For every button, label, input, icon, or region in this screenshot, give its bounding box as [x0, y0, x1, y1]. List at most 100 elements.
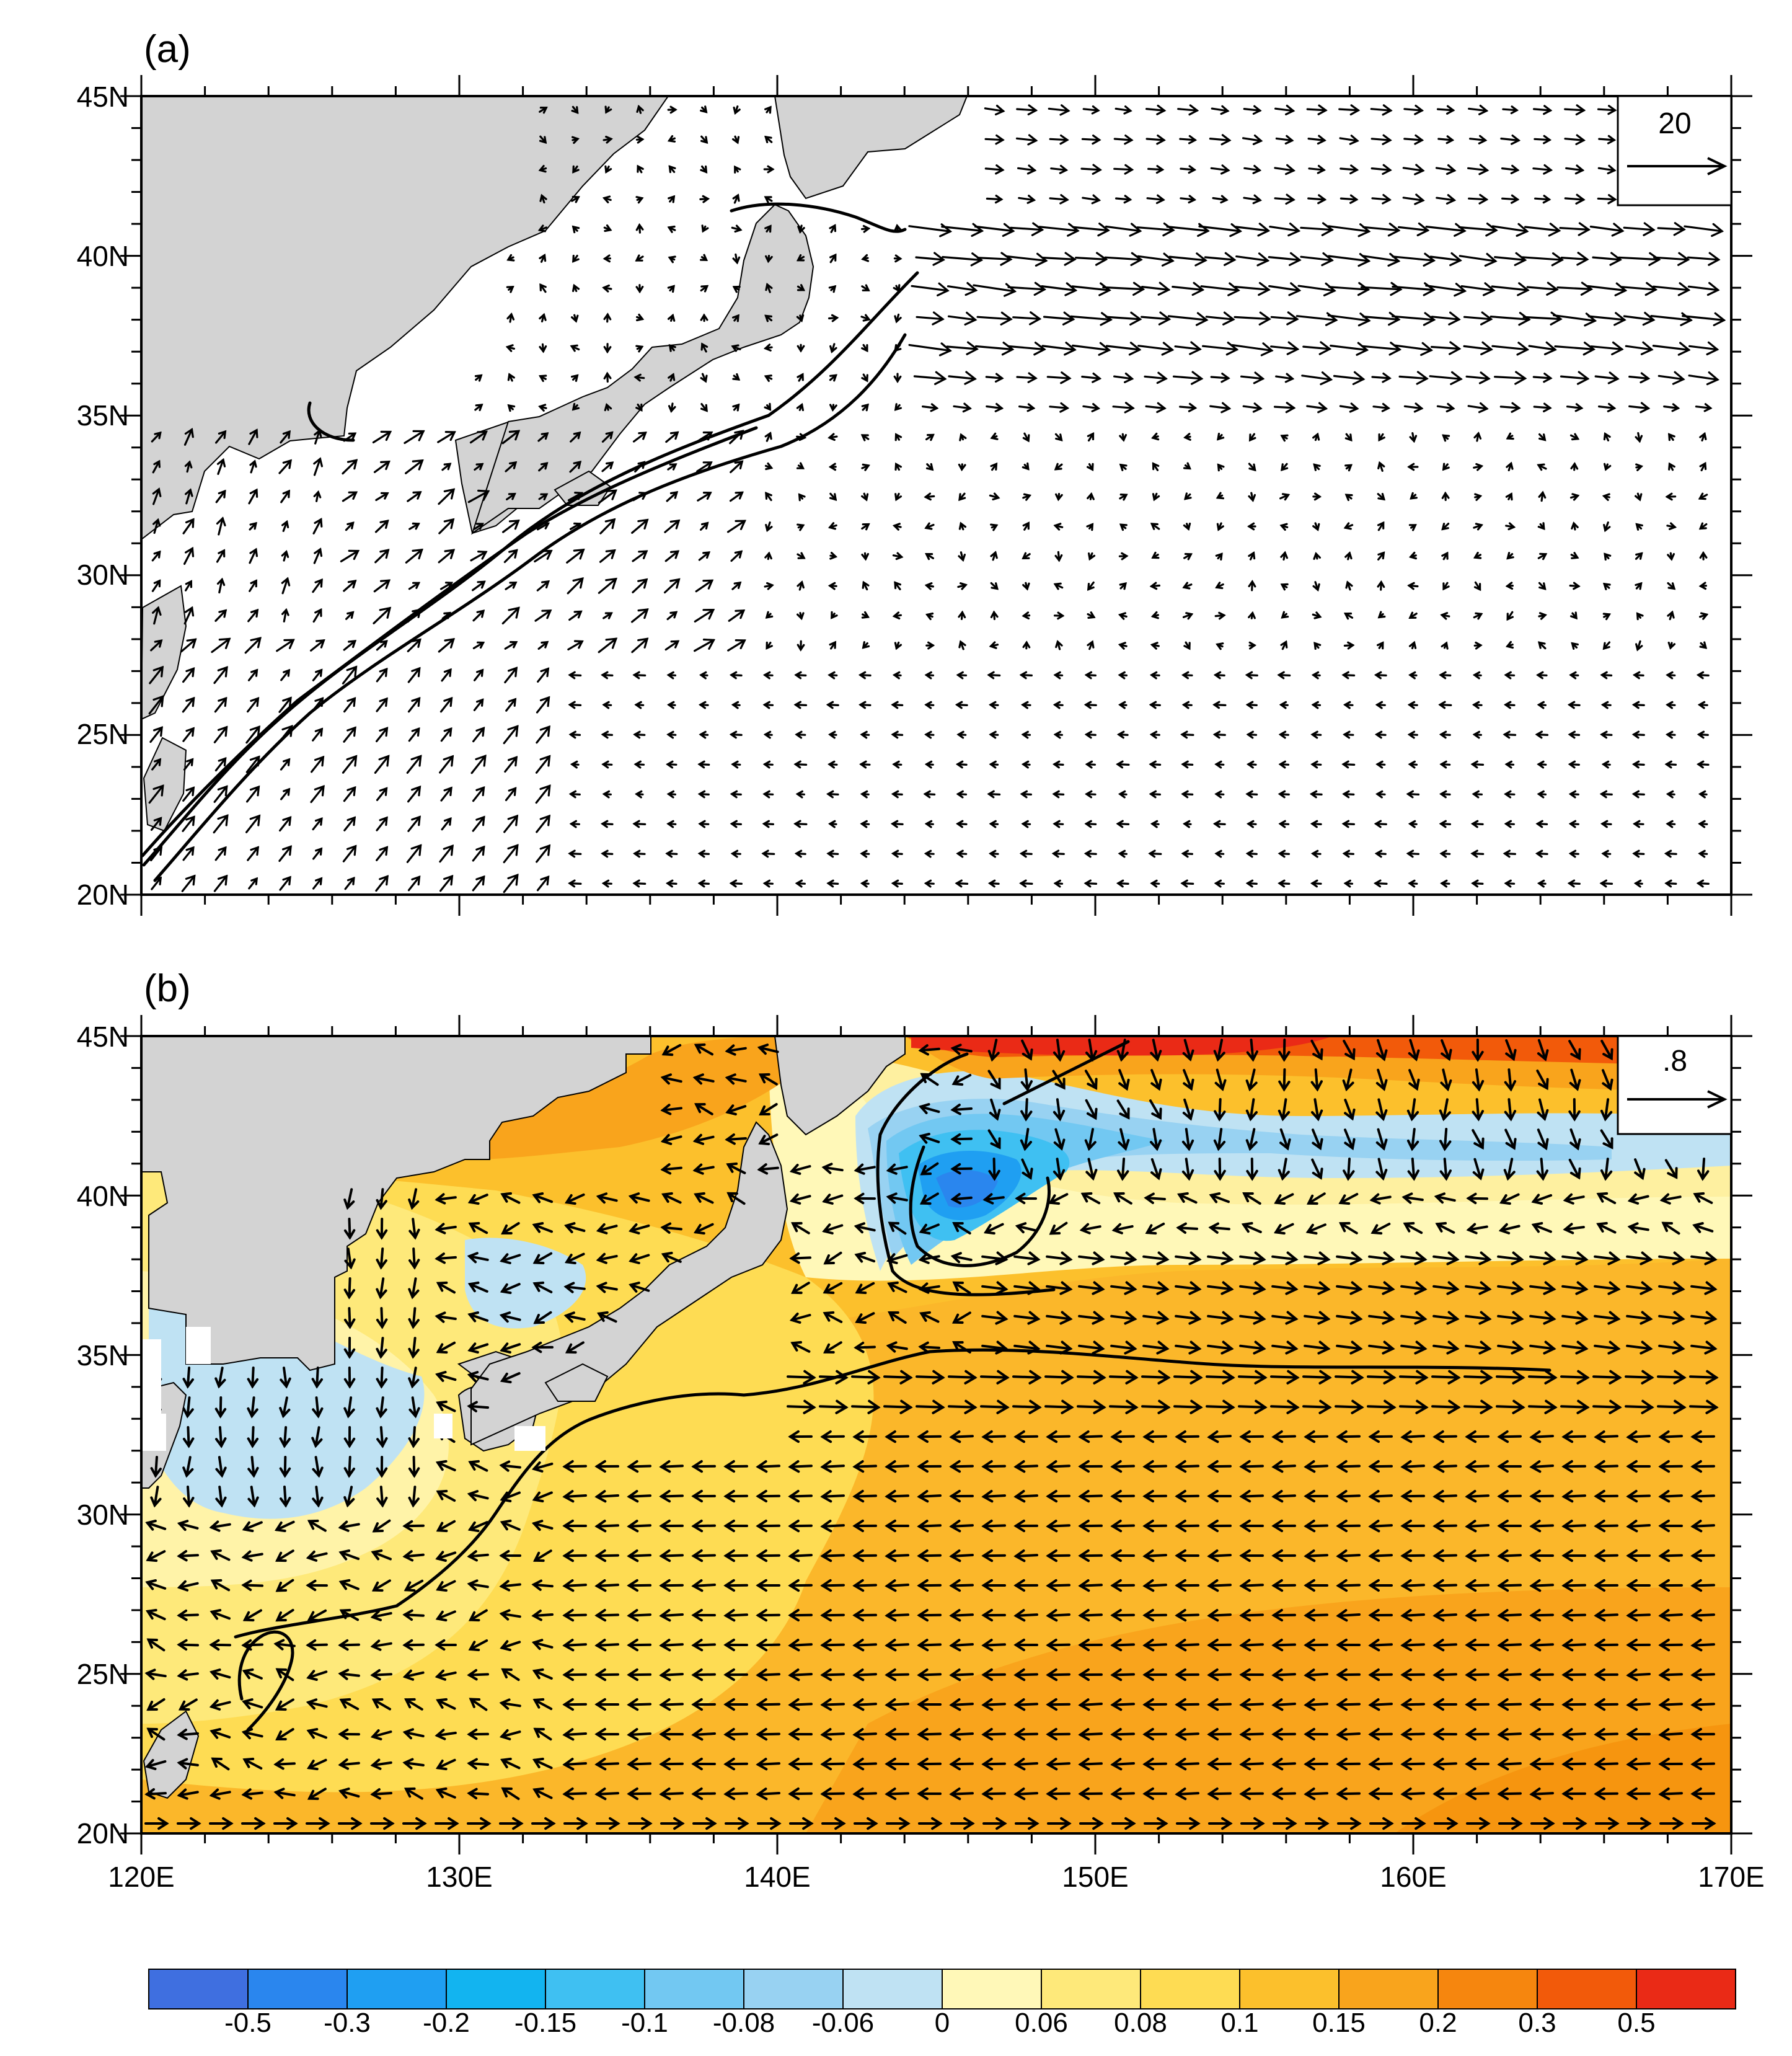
flow-vector-head: [435, 1252, 446, 1264]
flow-vector-head: [820, 1787, 832, 1801]
flow-vector: [1682, 315, 1725, 322]
flow-vector-head: [402, 1758, 414, 1770]
flow-vector-head: [1498, 1223, 1511, 1234]
flow-vector-head: [1478, 1340, 1492, 1355]
flow-vector-head: [218, 637, 231, 649]
flow-vector-head: [1278, 730, 1287, 739]
flow-vector-head: [1478, 164, 1490, 175]
flow-vector: [218, 1456, 224, 1477]
flow-vector-head: [185, 696, 195, 707]
flow-vector-head: [1117, 1169, 1129, 1181]
flow-vector: [1563, 1494, 1586, 1498]
flow-vector-head: [764, 105, 772, 114]
flow-vector-head: [820, 1430, 832, 1443]
flow-vector-head: [562, 1668, 574, 1682]
flow-vector: [308, 1788, 327, 1800]
flow-vector-head: [797, 345, 805, 353]
flow-vector: [312, 669, 323, 681]
flow-vector-head: [1442, 434, 1450, 442]
flow-vector-head: [1277, 671, 1285, 680]
flow-vector: [1594, 375, 1619, 380]
flow-vector-head: [1631, 790, 1640, 799]
flow-vector-head: [734, 165, 741, 174]
flow-vector-head: [376, 1229, 388, 1240]
flow-vector-head: [1123, 105, 1132, 115]
flow-vector-head: [1400, 1549, 1413, 1562]
flow-vector: [1496, 1375, 1524, 1379]
flow-vector-head: [562, 1758, 575, 1771]
flow-vector: [468, 1792, 489, 1796]
flow-vector-head: [1349, 164, 1359, 175]
flow-vector-head: [249, 428, 258, 438]
flow-vector-head: [601, 730, 609, 739]
flow-vector-head: [1439, 1169, 1452, 1181]
flow-vector: [1336, 1314, 1362, 1321]
flow-vector: [1504, 1128, 1516, 1150]
flow-vector: [343, 697, 356, 713]
flow-vector-head: [1248, 494, 1256, 502]
flow-vector-head: [1118, 642, 1126, 650]
flow-vector: [789, 1464, 813, 1468]
flow-vector-head: [1054, 554, 1063, 562]
flow-vector-head: [1403, 1221, 1415, 1233]
flow-vector-head: [1382, 1817, 1394, 1830]
flow-vector: [982, 1703, 1006, 1706]
flow-vector-head: [1092, 372, 1102, 383]
flow-vector: [1208, 1613, 1232, 1617]
flow-vector: [1368, 1344, 1394, 1350]
flow-vector-head: [477, 580, 486, 589]
flow-vector-head: [1078, 1728, 1090, 1741]
flow-vector: [660, 1762, 684, 1766]
flow-vector: [1627, 1435, 1651, 1438]
flow-vector-head: [1304, 1727, 1315, 1741]
flow-vector: [283, 1456, 287, 1477]
flow-vector-head: [436, 1400, 448, 1411]
flow-vector: [1657, 227, 1685, 231]
flow-vector-head: [987, 671, 995, 680]
flow-vector-head: [1439, 820, 1447, 828]
flow-vector: [1297, 285, 1336, 292]
flow-vector-head: [1551, 252, 1565, 267]
flow-vector: [373, 1519, 391, 1533]
flow-vector: [1047, 1613, 1070, 1617]
flow-vector-head: [635, 223, 644, 231]
flow-vector-head: [605, 577, 617, 590]
flow-vector: [375, 492, 389, 502]
flow-vector: [533, 1223, 553, 1233]
flow-vector-head: [539, 254, 547, 262]
flow-vector: [312, 848, 323, 860]
flow-vector: [1401, 1435, 1425, 1438]
flow-vector: [178, 1761, 199, 1766]
flow-vector: [1110, 1285, 1136, 1291]
flow-vector: [1046, 1344, 1072, 1350]
flow-vector-head: [697, 790, 706, 799]
flow-vector-head: [1053, 701, 1061, 709]
flow-vector-head: [1497, 1758, 1509, 1771]
flow-vector-head: [1061, 1399, 1074, 1414]
flow-vector: [886, 1494, 909, 1498]
flow-vector-head: [629, 1253, 640, 1264]
flow-vector: [1497, 1285, 1523, 1291]
flow-vector: [1563, 1703, 1586, 1706]
flow-vector-head: [1603, 524, 1611, 533]
flow-vector: [950, 1703, 974, 1706]
flow-vector-head: [633, 849, 641, 858]
flow-vector: [886, 1554, 909, 1558]
flow-vector: [214, 846, 227, 861]
flow-vector-head: [1511, 1817, 1523, 1830]
flow-vector-head: [1245, 790, 1253, 799]
flow-vector: [536, 815, 550, 833]
flow-vector: [919, 1047, 940, 1052]
flow-vector-head: [1343, 701, 1351, 709]
flow-vector: [1114, 107, 1132, 112]
flow-vector-head: [691, 1757, 703, 1771]
flow-vector: [1102, 286, 1144, 291]
flow-vector: [1185, 1128, 1191, 1150]
flow-vector: [1209, 138, 1231, 141]
flow-vector: [1659, 1703, 1683, 1706]
flow-vector-head: [249, 488, 258, 498]
flow-vector-head: [338, 1788, 350, 1799]
flow-vector-head: [989, 1109, 1001, 1121]
flow-vector-head: [379, 549, 390, 559]
flow-vector: [1049, 138, 1069, 141]
